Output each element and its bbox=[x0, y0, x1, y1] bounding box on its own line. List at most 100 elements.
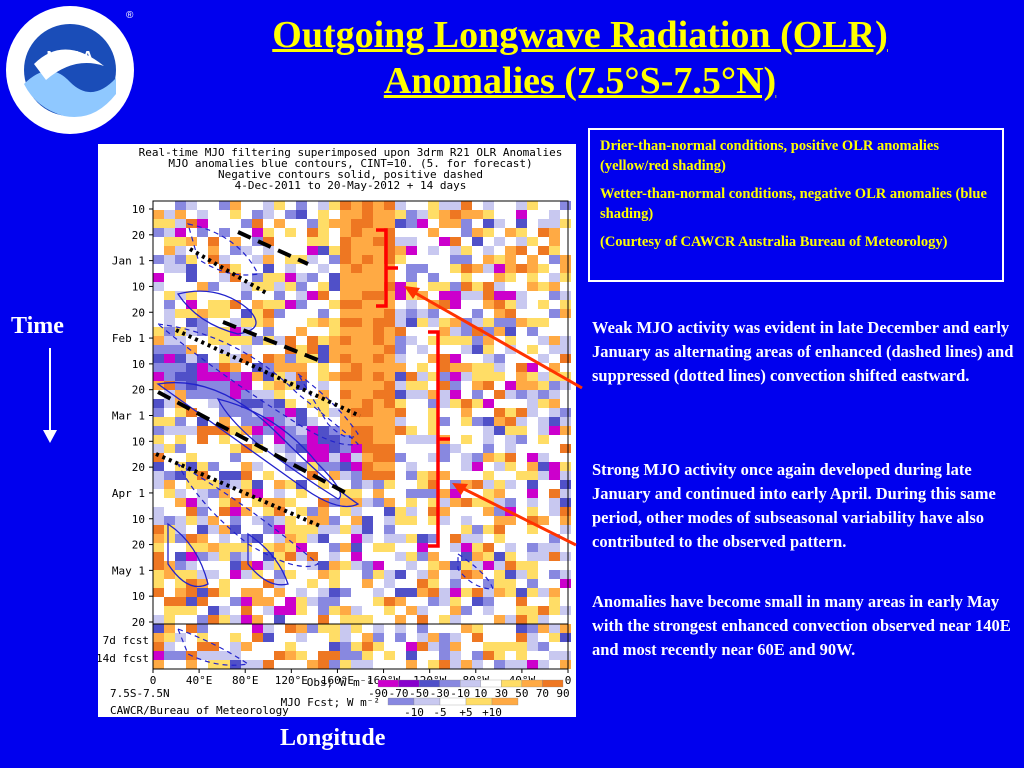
anomaly-cell bbox=[527, 255, 538, 264]
anomaly-cell bbox=[373, 462, 384, 471]
anomaly-cell bbox=[274, 480, 285, 489]
anomaly-cell bbox=[153, 219, 164, 228]
anomaly-cell bbox=[318, 606, 329, 615]
anomaly-cell bbox=[505, 390, 516, 399]
anomaly-cell bbox=[373, 372, 384, 381]
anomaly-cell bbox=[395, 354, 406, 363]
anomaly-cell bbox=[318, 201, 329, 210]
anomaly-cell bbox=[340, 318, 351, 327]
anomaly-cell bbox=[197, 516, 208, 525]
noaa-logo: NOAA ® bbox=[4, 4, 136, 136]
anomaly-cell bbox=[340, 390, 351, 399]
anomaly-cell bbox=[351, 615, 362, 624]
anomaly-cell bbox=[296, 444, 307, 453]
anomaly-cell bbox=[296, 327, 307, 336]
anomaly-cell bbox=[340, 309, 351, 318]
anomaly-cell bbox=[384, 417, 395, 426]
anomaly-cell bbox=[274, 291, 285, 300]
anomaly-cell bbox=[252, 390, 263, 399]
y-tick-label: 10 bbox=[132, 513, 145, 526]
anomaly-cell bbox=[384, 363, 395, 372]
anomaly-cell bbox=[362, 390, 373, 399]
anomaly-cell bbox=[560, 516, 571, 525]
anomaly-cell bbox=[527, 237, 538, 246]
anomaly-cell bbox=[175, 390, 186, 399]
anomaly-cell bbox=[362, 201, 373, 210]
time-axis-label: Time bbox=[11, 313, 64, 339]
anomaly-cell bbox=[450, 615, 461, 624]
anomaly-cell bbox=[164, 516, 175, 525]
anomaly-cell bbox=[505, 498, 516, 507]
anomaly-cell bbox=[252, 273, 263, 282]
anomaly-cell bbox=[318, 237, 329, 246]
anomaly-cell bbox=[230, 210, 241, 219]
anomaly-cell bbox=[450, 498, 461, 507]
anomaly-cell bbox=[208, 543, 219, 552]
anomaly-cell bbox=[362, 561, 373, 570]
anomaly-cell bbox=[362, 291, 373, 300]
anomaly-cell bbox=[472, 264, 483, 273]
anomaly-cell bbox=[296, 543, 307, 552]
anomaly-cell bbox=[483, 444, 494, 453]
anomaly-cell bbox=[373, 246, 384, 255]
anomaly-cell bbox=[472, 327, 483, 336]
anomaly-cell bbox=[186, 561, 197, 570]
anomaly-cell bbox=[186, 480, 197, 489]
anomaly-cell bbox=[406, 588, 417, 597]
anomaly-cell bbox=[483, 552, 494, 561]
anomaly-cell bbox=[483, 282, 494, 291]
anomaly-cell bbox=[153, 462, 164, 471]
anomaly-cell bbox=[285, 264, 296, 273]
anomaly-cell bbox=[307, 624, 318, 633]
anomaly-cell bbox=[362, 417, 373, 426]
anomaly-cell bbox=[208, 309, 219, 318]
anomaly-cell bbox=[428, 579, 439, 588]
anomaly-cell bbox=[516, 570, 527, 579]
anomaly-cell bbox=[230, 552, 241, 561]
anomaly-cell bbox=[373, 363, 384, 372]
anomaly-cell bbox=[230, 390, 241, 399]
anomaly-cell bbox=[505, 516, 516, 525]
anomaly-cell bbox=[395, 345, 406, 354]
anomaly-cell bbox=[340, 354, 351, 363]
anomaly-cell bbox=[340, 336, 351, 345]
anomaly-cell bbox=[439, 381, 450, 390]
anomaly-cell bbox=[516, 597, 527, 606]
anomaly-cell bbox=[538, 336, 549, 345]
anomaly-cell bbox=[153, 615, 164, 624]
anomaly-cell bbox=[153, 417, 164, 426]
anomaly-cell bbox=[439, 516, 450, 525]
anomaly-cell bbox=[175, 336, 186, 345]
anomaly-cell bbox=[351, 273, 362, 282]
anomaly-cell bbox=[307, 417, 318, 426]
anomaly-cell bbox=[505, 570, 516, 579]
anomaly-cell bbox=[373, 570, 384, 579]
anomaly-cell bbox=[263, 471, 274, 480]
anomaly-cell bbox=[197, 633, 208, 642]
anomaly-cell bbox=[450, 651, 461, 660]
mjo-contour bbox=[156, 381, 360, 508]
anomaly-cell bbox=[362, 318, 373, 327]
anomaly-cell bbox=[329, 660, 340, 669]
anomaly-cell bbox=[164, 246, 175, 255]
anomaly-cell bbox=[197, 462, 208, 471]
anomaly-cell bbox=[296, 426, 307, 435]
anomaly-cell bbox=[153, 507, 164, 516]
anomaly-cell bbox=[318, 426, 329, 435]
anomaly-cell bbox=[285, 516, 296, 525]
anomaly-cell bbox=[439, 300, 450, 309]
anomaly-cell bbox=[340, 543, 351, 552]
anomaly-cell bbox=[263, 498, 274, 507]
anomaly-cell bbox=[560, 354, 571, 363]
anomaly-cell bbox=[450, 255, 461, 264]
anomaly-cell bbox=[252, 228, 263, 237]
anomaly-cell bbox=[186, 300, 197, 309]
anomaly-cell bbox=[230, 615, 241, 624]
anomaly-cell bbox=[340, 633, 351, 642]
anomaly-cell bbox=[439, 219, 450, 228]
anomaly-cell bbox=[197, 489, 208, 498]
anomaly-cell bbox=[406, 507, 417, 516]
anomaly-cell bbox=[274, 615, 285, 624]
anomaly-cell bbox=[153, 399, 164, 408]
anomaly-cell bbox=[219, 651, 230, 660]
